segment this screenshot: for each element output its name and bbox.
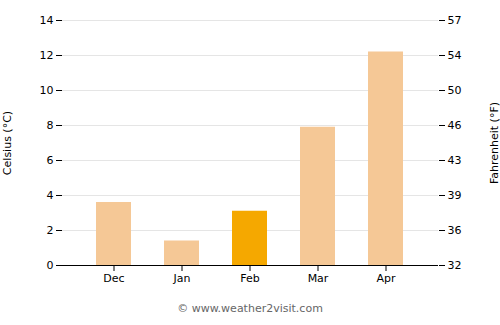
svg-text:50: 50 [448, 84, 462, 97]
svg-text:36: 36 [448, 224, 462, 237]
svg-text:Jan: Jan [173, 272, 191, 285]
svg-text:0: 0 [47, 259, 54, 272]
svg-text:Apr: Apr [376, 272, 396, 285]
svg-text:4: 4 [47, 189, 54, 202]
svg-text:2: 2 [47, 224, 54, 237]
svg-text:12: 12 [40, 49, 54, 62]
svg-text:10: 10 [40, 84, 54, 97]
svg-text:54: 54 [448, 49, 462, 62]
svg-text:8: 8 [47, 119, 54, 132]
svg-text:Celsius (°C): Celsius (°C) [1, 111, 14, 175]
svg-text:14: 14 [40, 14, 54, 27]
svg-text:Feb: Feb [240, 272, 259, 285]
svg-text:6: 6 [47, 154, 54, 167]
svg-text:46: 46 [448, 119, 462, 132]
svg-text:32: 32 [448, 259, 462, 272]
svg-text:39: 39 [448, 189, 462, 202]
svg-text:57: 57 [448, 14, 462, 27]
svg-text:Fahrenheit (°F): Fahrenheit (°F) [488, 102, 500, 184]
svg-text:43: 43 [448, 154, 462, 167]
svg-text:Dec: Dec [103, 272, 124, 285]
svg-text:Mar: Mar [308, 272, 329, 285]
html-text:© www.weather2visit.com: © www.weather2visit.com [177, 302, 323, 315]
